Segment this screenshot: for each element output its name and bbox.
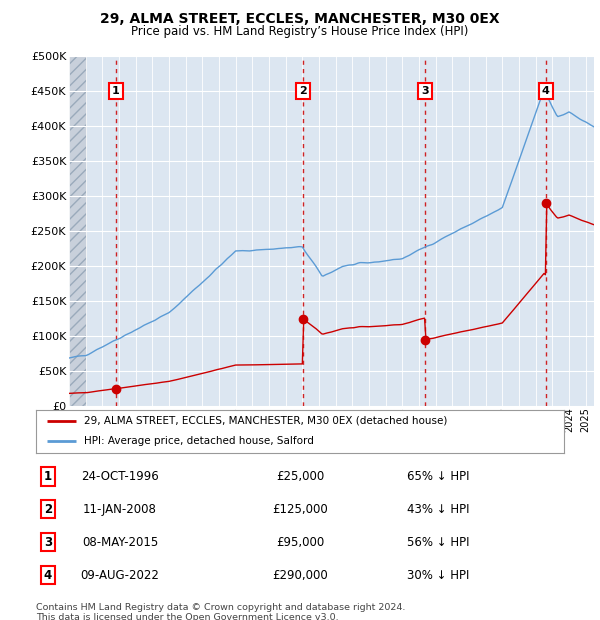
Text: 2: 2: [299, 86, 307, 96]
Text: 29, ALMA STREET, ECCLES, MANCHESTER, M30 0EX: 29, ALMA STREET, ECCLES, MANCHESTER, M30…: [100, 12, 500, 27]
Text: 3: 3: [421, 86, 429, 96]
Text: 3: 3: [44, 536, 52, 549]
Text: 11-JAN-2008: 11-JAN-2008: [83, 503, 157, 516]
Text: 2: 2: [44, 503, 52, 516]
Text: £95,000: £95,000: [276, 536, 324, 549]
Text: 43% ↓ HPI: 43% ↓ HPI: [407, 503, 469, 516]
Text: £25,000: £25,000: [276, 470, 324, 483]
Text: 09-AUG-2022: 09-AUG-2022: [80, 569, 160, 582]
Text: Contains HM Land Registry data © Crown copyright and database right 2024.
This d: Contains HM Land Registry data © Crown c…: [36, 603, 406, 620]
Text: 24-OCT-1996: 24-OCT-1996: [81, 470, 159, 483]
Text: Price paid vs. HM Land Registry’s House Price Index (HPI): Price paid vs. HM Land Registry’s House …: [131, 25, 469, 38]
Text: £290,000: £290,000: [272, 569, 328, 582]
Text: 56% ↓ HPI: 56% ↓ HPI: [407, 536, 469, 549]
Text: 65% ↓ HPI: 65% ↓ HPI: [407, 470, 469, 483]
Text: 08-MAY-2015: 08-MAY-2015: [82, 536, 158, 549]
Text: 4: 4: [44, 569, 52, 582]
Text: 1: 1: [112, 86, 120, 96]
Text: 4: 4: [542, 86, 550, 96]
Text: 29, ALMA STREET, ECCLES, MANCHESTER, M30 0EX (detached house): 29, ALMA STREET, ECCLES, MANCHESTER, M30…: [83, 416, 447, 426]
Text: £125,000: £125,000: [272, 503, 328, 516]
Text: 1: 1: [44, 470, 52, 483]
Text: HPI: Average price, detached house, Salford: HPI: Average price, detached house, Salf…: [83, 436, 313, 446]
Bar: [69, 56, 86, 406]
Text: 30% ↓ HPI: 30% ↓ HPI: [407, 569, 469, 582]
